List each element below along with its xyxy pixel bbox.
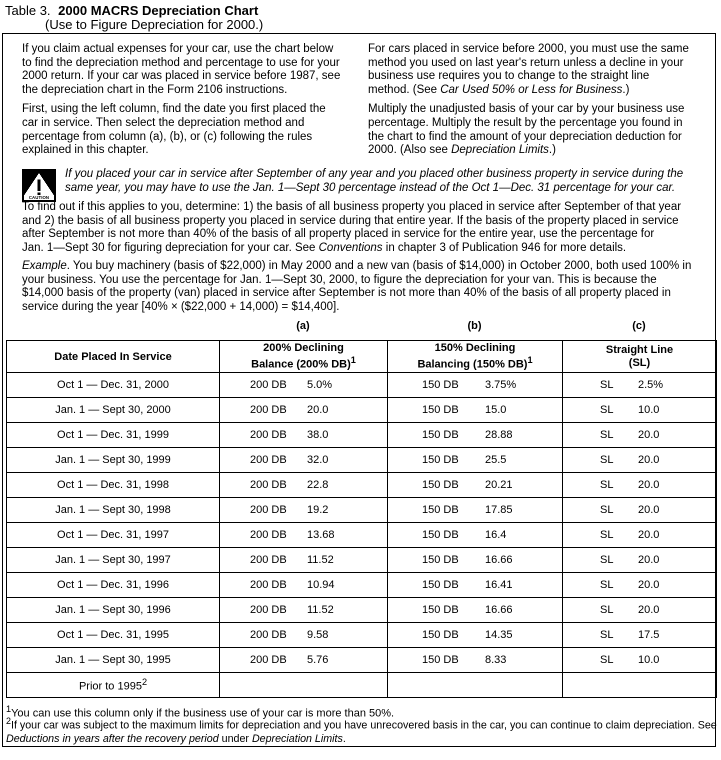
svg-text:CAUTION: CAUTION — [29, 195, 49, 200]
